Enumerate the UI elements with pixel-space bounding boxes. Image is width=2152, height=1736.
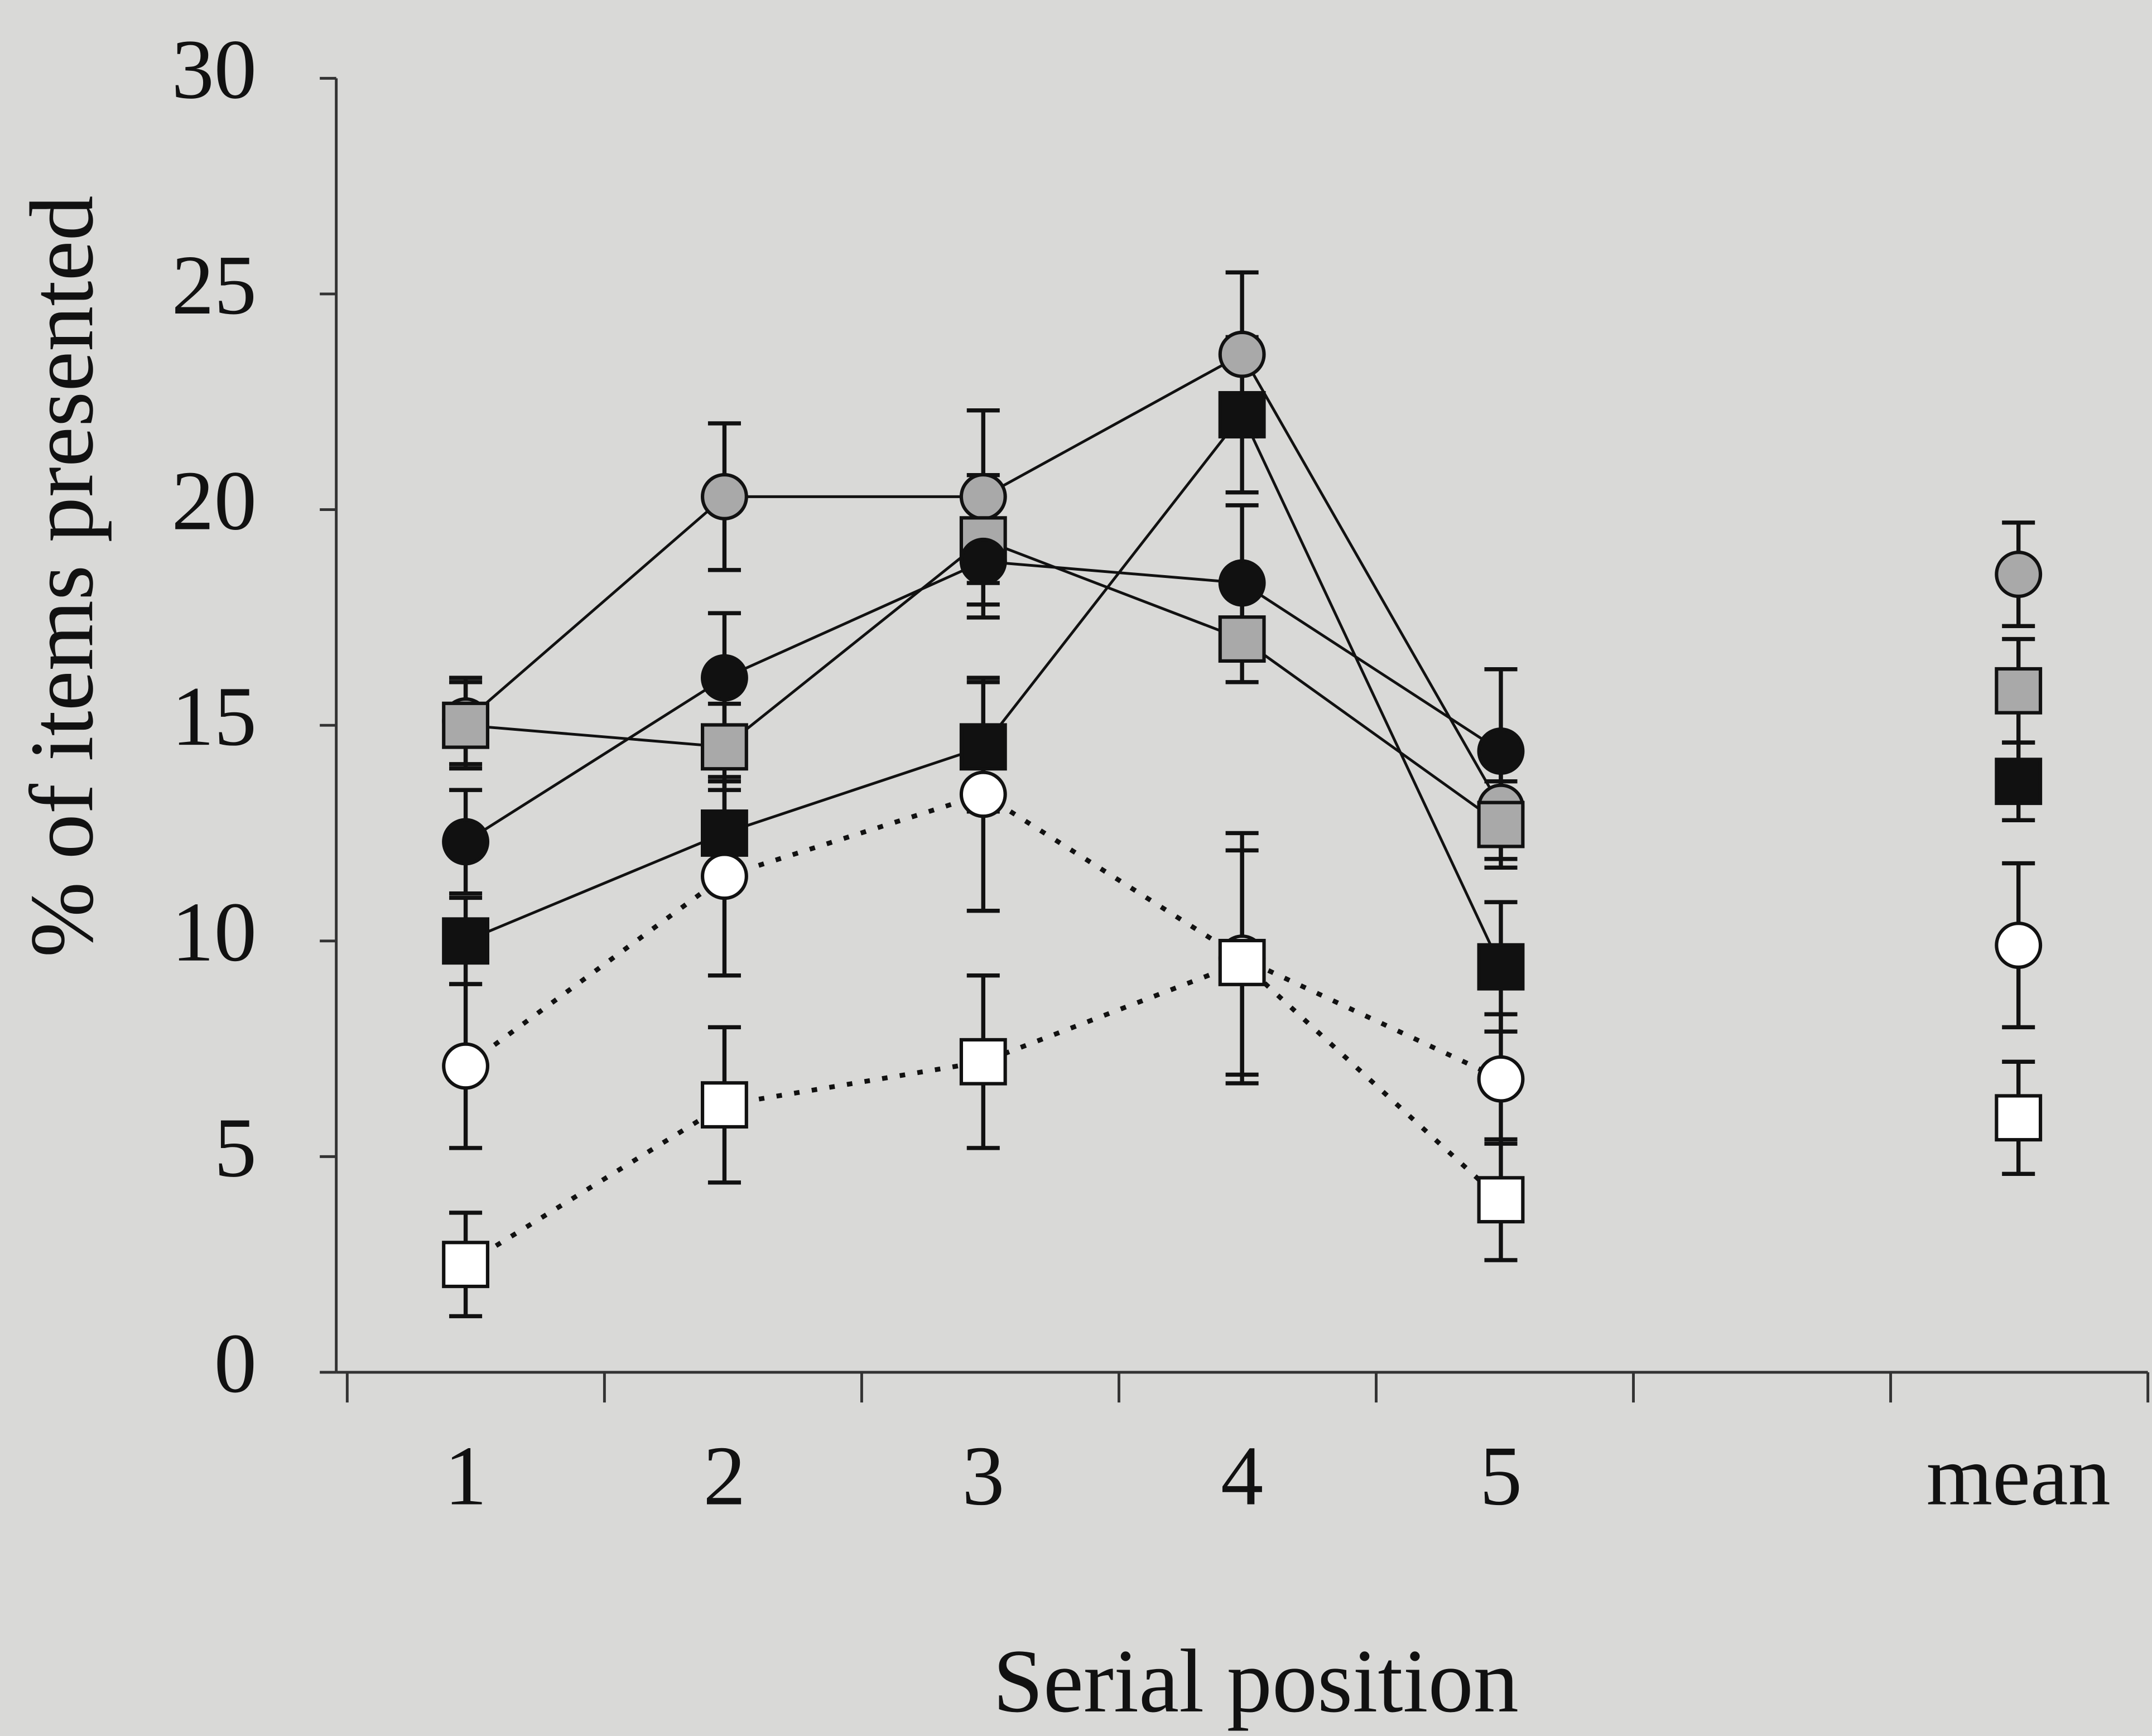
marker: [701, 472, 748, 520]
marker: [1477, 1176, 1525, 1224]
marker: [959, 537, 1007, 585]
x-tick-label: 2: [703, 1429, 745, 1523]
marker: [1477, 727, 1525, 775]
x-tick-label: 5: [1480, 1429, 1522, 1523]
marker: [1218, 939, 1266, 986]
x-tick-label: 3: [962, 1429, 1004, 1523]
x-tick-label: mean: [1927, 1429, 2111, 1523]
marker: [1218, 559, 1266, 607]
marker: [701, 654, 748, 702]
marker: [1995, 758, 2043, 806]
y-axis-label: % of items presented: [12, 195, 112, 957]
y-tick-label: 20: [171, 454, 256, 548]
marker: [1995, 1094, 2043, 1142]
marker: [1218, 615, 1266, 663]
marker: [1477, 1055, 1525, 1103]
y-tick-label: 25: [171, 238, 256, 332]
x-tick-label: 4: [1221, 1429, 1263, 1523]
marker: [701, 1081, 748, 1129]
x-tick-label: 1: [444, 1429, 487, 1523]
y-tick-label: 10: [171, 885, 256, 979]
marker: [959, 1038, 1007, 1086]
y-tick-label: 15: [171, 669, 256, 763]
marker: [442, 917, 490, 965]
marker: [1995, 667, 2043, 715]
marker: [442, 1042, 490, 1090]
y-tick-label: 0: [214, 1316, 257, 1410]
marker: [442, 818, 490, 866]
marker: [959, 472, 1007, 520]
y-tick-label: 30: [171, 22, 256, 116]
x-axis-label: Serial position: [993, 1631, 1519, 1732]
marker: [959, 770, 1007, 818]
marker: [442, 1241, 490, 1289]
marker: [1218, 330, 1266, 378]
marker: [701, 852, 748, 900]
marker: [1995, 551, 2043, 598]
marker: [1477, 801, 1525, 848]
marker: [959, 723, 1007, 771]
marker: [701, 723, 748, 771]
marker: [442, 701, 490, 749]
marker: [1477, 943, 1525, 991]
marker: [1995, 922, 2043, 969]
y-tick-label: 5: [214, 1100, 257, 1194]
marker: [701, 809, 748, 857]
marker: [1218, 391, 1266, 438]
